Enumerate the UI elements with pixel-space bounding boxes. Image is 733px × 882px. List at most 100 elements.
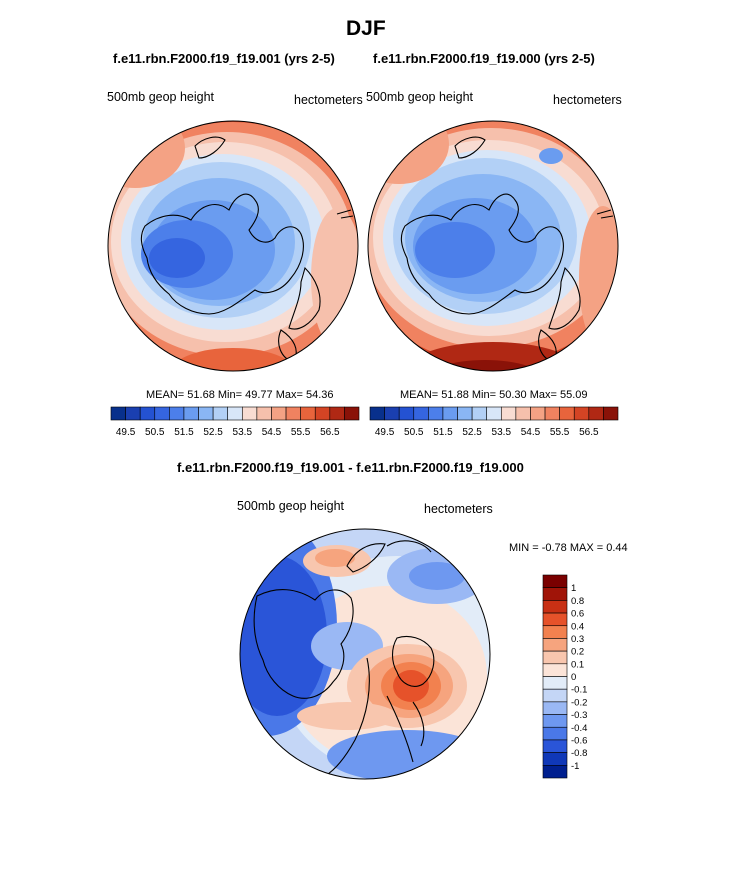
- colorbar-swatch: [183, 406, 199, 421]
- p2-min-label: Min=: [471, 389, 497, 401]
- colorbar-swatch: [398, 406, 415, 421]
- colorbar-swatch: [384, 406, 400, 421]
- diff-stats: MIN = -0.78 MAX = 0.44: [509, 542, 628, 554]
- colorbar-swatch: [212, 406, 229, 421]
- colorbar-swatch: [544, 406, 560, 421]
- p2-cold-cell: [539, 148, 563, 164]
- colorbar-swatch: [542, 638, 568, 652]
- colorbar-swatch: [413, 406, 429, 421]
- colorbar-swatch: [603, 406, 619, 421]
- p1-warm-pacific: [108, 121, 185, 188]
- colorbar-swatch: [530, 406, 546, 421]
- colorbar-tick-label: -0.3: [571, 710, 587, 721]
- diff-max-value: 0.44: [606, 542, 628, 554]
- p1-max-label: Max=: [275, 389, 303, 401]
- p1-warm-east: [311, 208, 358, 348]
- colorbar-swatch: [169, 406, 185, 421]
- colorbar-tick-label: 55.5: [291, 427, 311, 438]
- panel2-right-label: hectometers: [553, 93, 622, 107]
- colorbar-tick-label: 0.4: [571, 621, 584, 632]
- colorbar-tick-label: 0.8: [571, 596, 584, 607]
- d-cold-south: [327, 730, 487, 779]
- colorbar-swatch: [198, 406, 214, 421]
- colorbar-swatch: [542, 574, 568, 588]
- p1-warm-atlantic: [173, 348, 293, 371]
- p1-band-i: [149, 238, 205, 278]
- colorbar-swatch: [314, 406, 331, 421]
- colorbar-swatch: [542, 739, 568, 753]
- colorbar-swatch: [588, 406, 604, 421]
- colorbar-swatch: [241, 406, 258, 421]
- panel2-stats: MEAN= 51.88 Min= 50.30 Max= 55.09: [400, 389, 588, 401]
- d-warm-pacific-core: [315, 549, 355, 567]
- colorbar-swatch: [542, 676, 568, 690]
- panel2-left-label: 500mb geop height: [366, 90, 474, 104]
- colorbar-tick-label: 0.3: [571, 634, 584, 645]
- colorbar-swatch: [486, 406, 502, 421]
- colorbar-swatch: [542, 625, 568, 639]
- colorbar-swatch: [542, 714, 568, 728]
- colorbar-swatch: [154, 406, 170, 421]
- colorbar-swatch: [457, 406, 473, 421]
- colorbar-tick-label: -0.4: [571, 723, 587, 734]
- colorbar-tick-label: 53.5: [492, 427, 512, 438]
- colorbar-swatch: [285, 406, 301, 421]
- colorbar-swatch: [559, 406, 575, 421]
- colorbar-tick-label: -0.8: [571, 748, 587, 759]
- diff-colorbar: 1 0.8 0.60.4 0.3 0.20.1 0 -0.1-0.2 -0.3 -0.4-0.6…: [542, 574, 587, 779]
- diff-max-label: MAX =: [569, 542, 604, 554]
- colorbar-swatch: [542, 612, 568, 627]
- panel1-right-label: hectometers: [294, 93, 363, 107]
- colorbar-tick-label: -0.2: [571, 697, 587, 708]
- colorbar-tick-label: 51.5: [433, 427, 453, 438]
- p1-min-value: 49.77: [245, 389, 273, 401]
- colorbar-tick-label: 54.5: [262, 427, 282, 438]
- colorbar-tick-label: -0.1: [571, 685, 587, 696]
- p1-mean-label: MEAN=: [146, 389, 185, 401]
- colorbar-swatch: [542, 663, 568, 677]
- colorbar-swatch: [139, 406, 156, 421]
- p1-mean-value: 51.68: [187, 389, 215, 401]
- colorbar-tick-label: 49.5: [375, 427, 395, 438]
- colorbar-swatch: [542, 688, 568, 703]
- colorbar-tick-label: 50.5: [404, 427, 424, 438]
- panel1-map: [107, 120, 359, 372]
- colorbar-swatch: [271, 406, 287, 421]
- p1-min-label: Min=: [217, 389, 243, 401]
- diff-left-label: 500mb geop height: [237, 499, 345, 513]
- d-warm-trail: [297, 702, 397, 730]
- colorbar-tick-label: 56.5: [320, 427, 340, 438]
- colorbar-swatch: [542, 600, 568, 614]
- colorbar-tick-label: 1: [571, 583, 576, 594]
- diff-map: [239, 528, 491, 780]
- colorbar-tick-label: 55.5: [550, 427, 570, 438]
- p2-warm-pacific: [368, 121, 449, 184]
- colorbar-swatch: [329, 406, 345, 421]
- colorbar-swatch: [573, 406, 590, 421]
- diff-min-value: -0.78: [541, 542, 567, 554]
- colorbar-swatch: [227, 406, 243, 421]
- colorbar-tick-label: 52.5: [462, 427, 482, 438]
- colorbar-swatch: [442, 406, 458, 421]
- colorbar-swatch: [542, 726, 568, 741]
- colorbar-tick-label: 0.2: [571, 647, 584, 658]
- colorbar-swatch: [125, 406, 141, 421]
- colorbar-swatch: [471, 406, 488, 421]
- colorbar-swatch: [542, 765, 568, 779]
- panel2-map: [367, 120, 619, 372]
- colorbar-tick-label: 49.5: [116, 427, 136, 438]
- diff-boundary: [239, 528, 491, 780]
- colorbar-tick-label: 51.5: [174, 427, 194, 438]
- panel1-stats: MEAN= 51.68 Min= 49.77 Max= 54.36: [146, 389, 334, 401]
- colorbar-tick-label: 54.5: [521, 427, 541, 438]
- page-title: DJF: [346, 17, 386, 40]
- p2-warm-atlantic: [403, 342, 583, 371]
- d-cold-ne-core: [409, 562, 465, 590]
- p2-mean-value: 51.88: [441, 389, 469, 401]
- colorbar-tick-label: 0: [571, 672, 576, 683]
- colorbar-swatch: [369, 406, 385, 421]
- panel2-colorbar: 49.5 50.5 51.5 52.5 53.5 54.5 55.5 56.5: [369, 406, 619, 438]
- colorbar-swatch: [542, 650, 568, 665]
- d-cold-west-core: [240, 556, 327, 716]
- colorbar-tick-label: 53.5: [233, 427, 253, 438]
